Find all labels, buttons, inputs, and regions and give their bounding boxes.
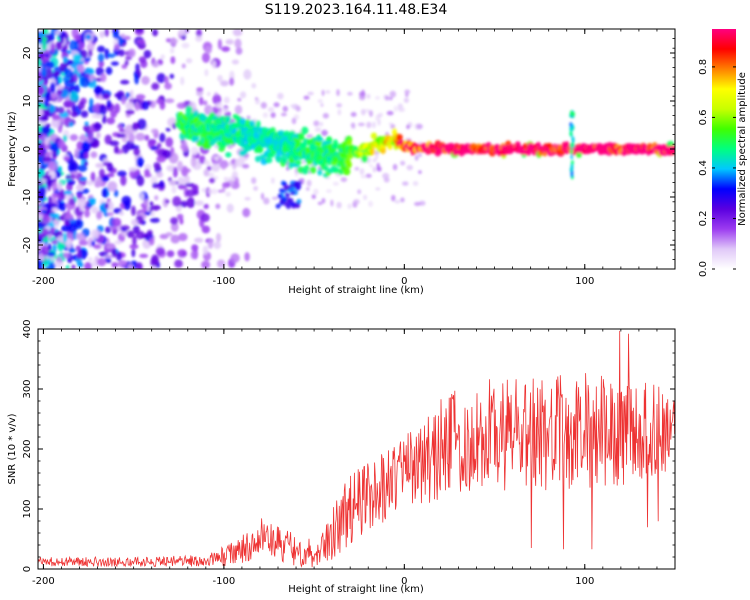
- x-tick-label: -100: [213, 276, 236, 287]
- x-tick-label: -200: [32, 276, 55, 287]
- y-tick-label: 300: [22, 379, 33, 398]
- spectrogram-y-label: Frequency (Hz): [7, 111, 18, 187]
- y-tick-label: 10: [22, 95, 33, 108]
- colorbar-tick-label: 0.2: [698, 211, 709, 227]
- snr-panel: -200 -100 0 100 0 100 200 300 400 Height of str…: [7, 319, 676, 595]
- colorbar: 0.0 0.2 0.4 0.6 0.8 Normalized spectral ampl…: [698, 29, 748, 277]
- snr-series-line: [38, 330, 675, 568]
- y-tick-label: 100: [22, 499, 33, 518]
- x-tick-label: 0: [401, 576, 407, 587]
- snr-x-label: Height of straight line (km): [288, 584, 424, 595]
- colorbar-label: Normalized spectral amplitude: [737, 72, 748, 226]
- y-tick-label: 0: [22, 146, 33, 152]
- x-tick-label: 100: [575, 576, 594, 587]
- colorbar-tick-label: 0.6: [698, 109, 709, 125]
- snr-frame: [37, 328, 676, 570]
- chart-title: S119.2023.164.11.48.E34: [265, 2, 448, 18]
- snr-x-ticks: -200 -100 0 100: [32, 329, 676, 587]
- snr-y-label: SNR (10 * v/v): [7, 413, 18, 484]
- y-tick-label: 0: [22, 566, 33, 572]
- x-tick-label: -200: [32, 576, 55, 587]
- spectrogram-x-label: Height of straight line (km): [288, 285, 424, 296]
- y-tick-label: 400: [22, 319, 33, 338]
- colorbar-tick-label: 0.8: [698, 59, 709, 75]
- colorbar-tick-label: 0.4: [698, 160, 709, 176]
- snr-y-ticks: 0 100 200 300 400: [22, 319, 675, 572]
- x-tick-label: 100: [575, 276, 594, 287]
- y-tick-label: 20: [22, 47, 33, 60]
- y-tick-label: -20: [22, 237, 33, 253]
- spectrogram-x-ticks: -200 -100 0 100: [32, 29, 676, 287]
- colorbar-scale: [712, 29, 736, 269]
- spectrogram-y-ticks: 20 10 0 -10 -20: [22, 28, 675, 270]
- colorbar-ticks: 0.0 0.2 0.4 0.6 0.8: [698, 59, 736, 277]
- x-tick-label: -100: [213, 576, 236, 587]
- x-tick-label: 0: [401, 276, 407, 287]
- y-tick-label: -10: [22, 189, 33, 205]
- spectrogram-image: [38, 29, 675, 269]
- colorbar-tick-label: 0.0: [698, 261, 709, 277]
- y-tick-label: 200: [22, 439, 33, 458]
